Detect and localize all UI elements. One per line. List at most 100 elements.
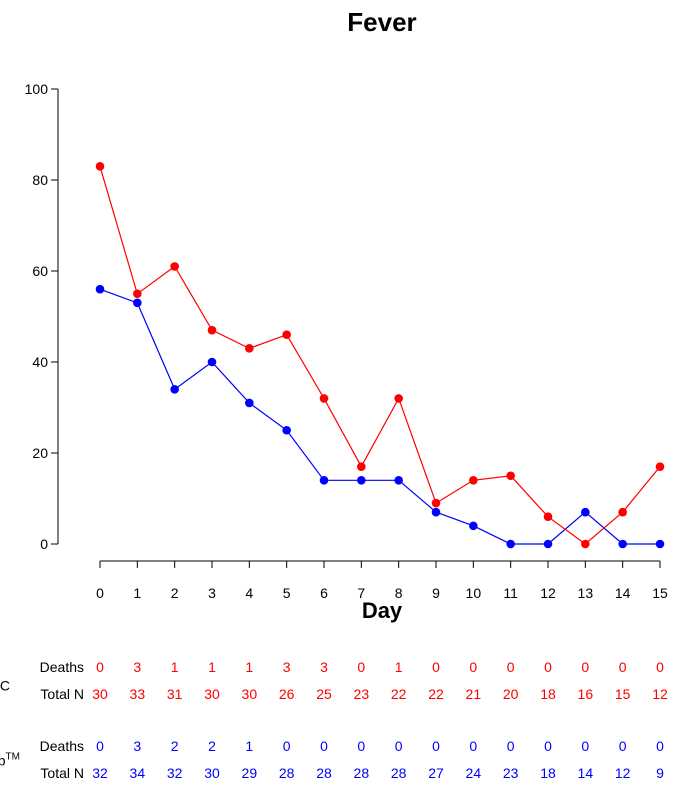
table-cell: 0 <box>432 659 440 675</box>
x-axis: 0 1 2 3 4 5 6 7 8 9 10 11 12 13 14 15 <box>96 560 668 601</box>
table-cell: 2 <box>208 738 216 754</box>
series-line-blue <box>99 288 660 545</box>
table-cell: 20 <box>503 686 519 702</box>
data-point-red <box>506 471 515 481</box>
data-point-blue <box>469 521 478 531</box>
data-point-blue <box>282 425 291 435</box>
table-cell: 30 <box>204 686 220 702</box>
x-tick-label: 0 <box>96 585 104 601</box>
y-tick-label: 40 <box>32 354 48 370</box>
table-cell: 1 <box>171 659 179 675</box>
table-cell: 0 <box>283 738 291 754</box>
x-tick-label: 12 <box>540 585 556 601</box>
y-tick-label: 100 <box>25 81 49 97</box>
data-point-red <box>431 498 441 508</box>
table-cell: 0 <box>395 738 403 754</box>
table-cell: 29 <box>242 765 258 781</box>
table-cell: 9 <box>656 765 664 781</box>
data-point-red <box>581 539 590 549</box>
table-cell: 0 <box>581 738 589 754</box>
table-cell: 3 <box>320 659 328 675</box>
x-axis-label: Day <box>362 598 403 623</box>
table-cell: 18 <box>540 686 556 702</box>
table-cell: 30 <box>204 765 220 781</box>
x-tick-label: 11 <box>503 585 518 601</box>
table-cell: 21 <box>466 686 482 702</box>
table-cell: 0 <box>544 738 552 754</box>
x-tick-label: 15 <box>652 585 668 601</box>
row-label: Total N <box>40 765 84 781</box>
y-tick-label: 0 <box>40 536 48 552</box>
table-cell: 0 <box>544 659 552 675</box>
table-cell: 0 <box>357 738 365 754</box>
table-cell: 0 <box>619 659 627 675</box>
table-cell: 1 <box>395 659 403 675</box>
table-cell: 0 <box>656 659 664 675</box>
table-cell: 12 <box>615 765 631 781</box>
data-point-blue <box>506 539 515 549</box>
series-group <box>95 162 665 549</box>
table-cell: 28 <box>354 765 370 781</box>
y-tick-label: 60 <box>32 263 48 279</box>
table-cell: 0 <box>469 659 477 675</box>
table-cell: 0 <box>96 738 104 754</box>
x-tick-label: 10 <box>466 585 482 601</box>
data-point-red <box>245 344 254 353</box>
table-cell: 0 <box>96 659 104 675</box>
table-cell: 34 <box>130 765 146 781</box>
table-cell: 1 <box>245 659 253 675</box>
x-tick-label: 4 <box>245 585 253 601</box>
data-point-red <box>394 394 403 403</box>
table-cell: 1 <box>208 659 216 675</box>
table-cell: 0 <box>619 738 627 754</box>
table-cell: 3 <box>283 659 291 675</box>
x-tick-label: 7 <box>357 585 365 601</box>
table-cell: 3 <box>133 659 141 675</box>
table-cell: 3 <box>133 738 141 754</box>
data-point-blue <box>618 539 627 549</box>
data-point-blue <box>655 539 665 549</box>
data-point-red <box>282 330 291 340</box>
x-tick-label: 9 <box>432 585 440 601</box>
table-cell: 27 <box>428 765 444 781</box>
data-point-blue <box>207 357 217 367</box>
row-label: Deaths <box>40 659 84 675</box>
table-cell: 22 <box>391 686 407 702</box>
table-cell: 32 <box>92 765 108 781</box>
data-point-blue <box>581 507 590 517</box>
data-point-blue <box>170 385 179 394</box>
data-point-blue <box>394 476 403 485</box>
table-cell: 0 <box>507 738 515 754</box>
data-point-blue <box>431 507 441 517</box>
data-point-blue <box>245 398 254 408</box>
table-cell: 23 <box>503 765 519 781</box>
x-tick-label: 3 <box>208 585 216 601</box>
data-point-red <box>618 507 627 517</box>
table-cell: 18 <box>540 765 556 781</box>
row-label: Total N <box>40 686 84 702</box>
table-cell: 28 <box>279 765 295 781</box>
data-point-red <box>319 394 329 403</box>
table-cell: 33 <box>130 686 146 702</box>
group-label-text: p <box>0 753 6 769</box>
table-cell: 0 <box>507 659 515 675</box>
x-tick-label: 1 <box>133 585 141 601</box>
table-cell: 0 <box>656 738 664 754</box>
table-cell: 14 <box>578 765 594 781</box>
data-point-red <box>170 262 179 271</box>
table-cell: 25 <box>316 686 332 702</box>
data-point-blue <box>95 284 105 294</box>
data-point-blue <box>543 539 553 549</box>
data-point-blue <box>133 298 142 308</box>
table-cell: 26 <box>279 686 295 702</box>
x-tick-label: 5 <box>283 585 291 601</box>
table-cell: 16 <box>578 686 594 702</box>
table-cell: 28 <box>316 765 332 781</box>
table-cell: 0 <box>432 738 440 754</box>
table-cell: 30 <box>242 686 258 702</box>
table-cell: 0 <box>469 738 477 754</box>
y-tick-label: 20 <box>32 445 48 461</box>
table-cell: 0 <box>320 738 328 754</box>
